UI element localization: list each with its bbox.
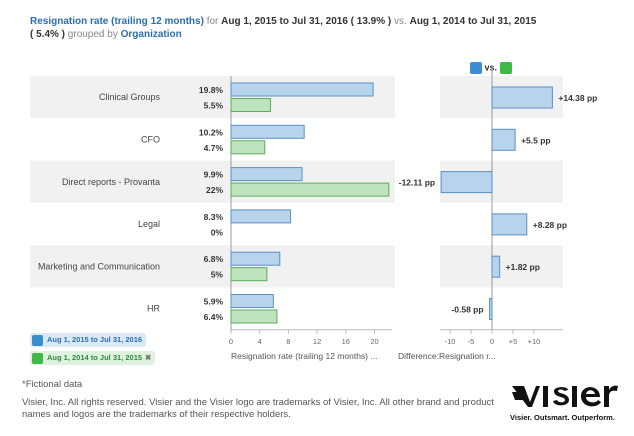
x-tick-label: 8 [286, 337, 290, 346]
bar [230, 98, 271, 112]
prior-period-icon [499, 62, 512, 74]
data-label: 10.2% [199, 127, 224, 137]
row-band [30, 245, 395, 288]
category-label: Legal [138, 219, 160, 229]
remove-series-icon[interactable]: ✖ [145, 353, 152, 362]
difference-label: +8.28 pp [533, 220, 567, 230]
bar [230, 294, 274, 308]
legend-prior-label: Aug 1, 2014 to Jul 31, 2015 [47, 353, 143, 362]
bar [230, 251, 281, 266]
difference-bar [491, 213, 528, 236]
data-label: 5.5% [204, 101, 224, 111]
logo-tagline: Visier. Outsmart. Outperform. [510, 413, 615, 422]
prior-total: ( 5.4% ) [30, 29, 66, 40]
x-tick-label: 12 [313, 337, 321, 346]
period-current[interactable]: Aug 1, 2015 to Jul 31, 2016 [221, 16, 348, 27]
category-label: Marketing and Communication [38, 261, 160, 271]
vs-word: vs. [394, 16, 407, 27]
category-label: Direct reports - Provanta [62, 177, 160, 187]
category-label: Clinical Groups [99, 92, 161, 102]
x-tick-label: 20 [370, 337, 378, 346]
group-link[interactable]: Organization [120, 29, 182, 40]
legend-prior-period[interactable]: Aug 1, 2014 to Jul 31, 2015 ✖ [30, 351, 156, 365]
visier-logo: Visier. Outsmart. Outperform. [510, 380, 628, 422]
data-label: 0% [211, 227, 224, 237]
difference-bar [440, 171, 493, 194]
current-period-icon [32, 334, 43, 346]
chart-title: Resignation rate (trailing 12 months) fo… [30, 15, 550, 41]
difference-bar [491, 255, 501, 278]
current-period-icon [470, 62, 482, 74]
data-label: 19.8% [199, 85, 224, 95]
bar [230, 124, 305, 139]
bar [230, 309, 278, 324]
data-label: 8.3% [204, 212, 224, 222]
x-tick-label: 4 [258, 337, 262, 346]
difference-bar [491, 86, 553, 109]
category-label: HR [147, 304, 160, 314]
row-band [440, 245, 563, 288]
data-label: 5.9% [204, 297, 224, 307]
diff-axis-title: Difference:Resignation r... [398, 351, 496, 361]
period-prior[interactable]: Aug 1, 2014 to Jul 31, 2015 [409, 16, 537, 27]
data-label: 5% [211, 270, 224, 280]
difference-label: +14.38 pp [558, 93, 597, 103]
diff-tick-label: 0 [490, 337, 494, 346]
copyright-text: Visier, Inc. All rights reserved. Visier… [22, 397, 494, 420]
bar [230, 267, 268, 282]
row-band [30, 76, 395, 119]
diff-tick-label: -10 [445, 337, 456, 346]
data-label: 22% [206, 185, 223, 195]
bar [230, 182, 390, 197]
comparison-legend: vs. [470, 62, 512, 74]
bar [230, 140, 266, 155]
legend-current-label: Aug 1, 2015 to Jul 31, 2016 [47, 335, 143, 344]
difference-bar [491, 128, 516, 151]
metric-link[interactable]: Resignation rate (trailing 12 months) [30, 16, 204, 27]
bar [230, 167, 303, 182]
diff-tick-label: -5 [468, 337, 475, 346]
fictional-note: *Fictional data [22, 379, 83, 390]
category-label: CFO [141, 134, 160, 144]
diff-tick-label: +5 [509, 337, 518, 346]
legend-vs-label: vs. [484, 62, 498, 73]
x-tick-label: 0 [229, 337, 233, 346]
data-label: 4.7% [204, 143, 224, 153]
visier-wordmark-icon [512, 385, 618, 407]
data-label: 6.4% [204, 312, 224, 322]
prior-period-icon [32, 352, 43, 364]
difference-label: -0.58 pp [451, 305, 483, 315]
difference-bar [489, 298, 493, 320]
for-word: for [206, 16, 219, 27]
current-total: ( 13.9% ) [350, 16, 392, 27]
data-label: 6.8% [204, 254, 224, 264]
bar [230, 82, 374, 97]
grouped-by-word: grouped by [67, 29, 118, 40]
data-label: 9.9% [204, 170, 224, 180]
x-tick-label: 16 [342, 337, 350, 346]
difference-label: +1.82 pp [506, 262, 540, 272]
difference-label: +5.5 pp [521, 135, 551, 145]
bar [230, 209, 292, 224]
diff-tick-label: +10 [528, 337, 541, 346]
x-axis-title: Resignation rate (trailing 12 months) ..… [231, 351, 377, 361]
difference-label: -12.11 pp [399, 178, 435, 188]
legend-current-period[interactable]: Aug 1, 2015 to Jul 31, 2016 [30, 333, 147, 347]
